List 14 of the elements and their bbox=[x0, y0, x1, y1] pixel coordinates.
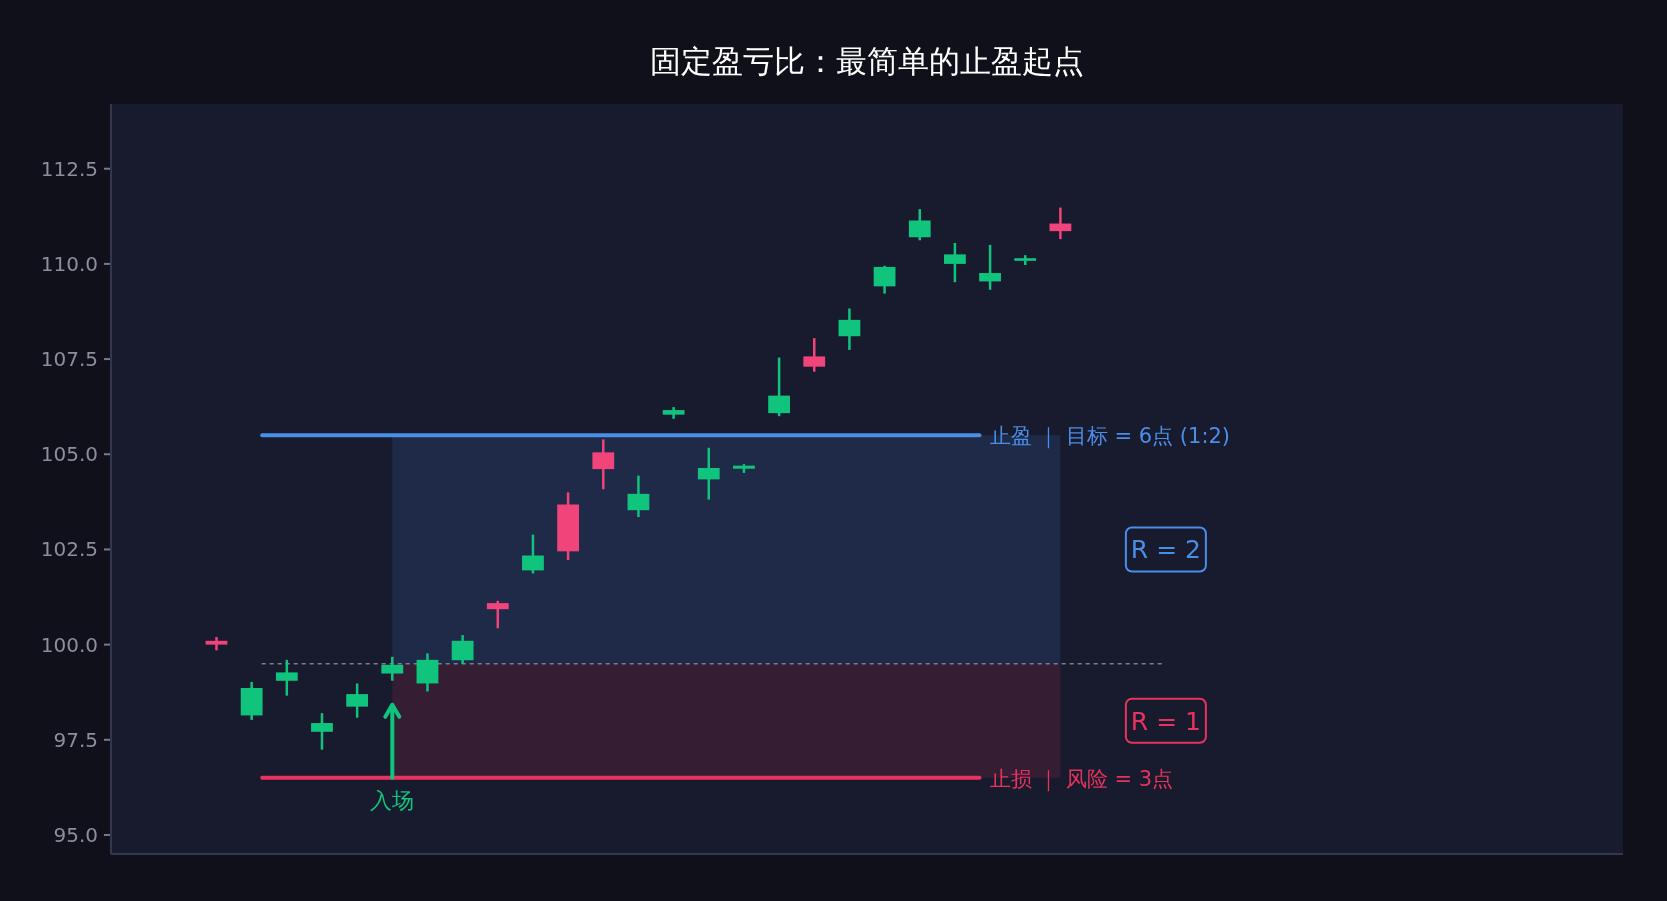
chart-title: 固定盈亏比：最简单的止盈起点 bbox=[650, 43, 1084, 79]
y-tick-label: 112.5 bbox=[40, 156, 98, 181]
y-tick-label: 97.5 bbox=[53, 727, 98, 752]
y-tick-label: 107.5 bbox=[40, 347, 98, 372]
y-tick-label: 102.5 bbox=[40, 537, 98, 562]
annotation: 止损 ｜ 风险 = 3点 bbox=[989, 766, 1174, 792]
band-label: R = 1 bbox=[1130, 706, 1201, 736]
y-tick-label: 100.0 bbox=[40, 632, 98, 657]
annotation: 入场 bbox=[370, 787, 415, 813]
band-label: R = 2 bbox=[1130, 535, 1201, 565]
y-tick-label: 95.0 bbox=[53, 822, 98, 847]
y-tick-label: 110.0 bbox=[40, 251, 98, 276]
y-tick-label: 105.0 bbox=[40, 442, 98, 467]
annotation: 止盈 ｜ 目标 = 6点 (1:2) bbox=[989, 424, 1231, 450]
